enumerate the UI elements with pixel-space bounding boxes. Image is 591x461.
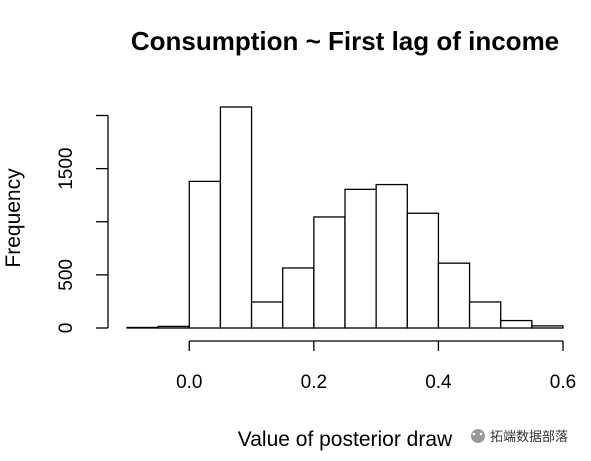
y-tick-label: 1500 <box>56 147 77 189</box>
histogram-bar <box>282 267 315 329</box>
histogram-bar <box>219 106 253 329</box>
x-tick-label: 0.6 <box>550 372 576 393</box>
y-axis-label: Frequency <box>2 168 25 268</box>
watermark-text: 拓端数据部落 <box>490 430 568 445</box>
x-axis: 0.0 0.2 0.4 0.6 <box>176 340 576 393</box>
bars-group <box>126 106 564 329</box>
chart-title: Consumption ~ First lag of income <box>131 26 559 56</box>
histogram-bar <box>344 188 377 329</box>
x-tick-label: 0.2 <box>301 372 327 393</box>
histogram-bar <box>250 301 284 329</box>
y-tick-label: 500 <box>56 259 77 291</box>
histogram-bar <box>313 216 346 329</box>
y-axis: 0 500 1500 <box>56 114 109 334</box>
histogram-bar <box>500 319 533 329</box>
histogram-bar <box>375 183 408 329</box>
watermark: 拓端数据部落 <box>471 429 568 445</box>
histogram-bar <box>468 301 502 329</box>
x-tick-label: 0.4 <box>425 372 452 393</box>
x-axis-label: Value of posterior draw <box>238 428 453 451</box>
histogram-bar <box>406 212 440 329</box>
wechat-icon <box>471 429 485 443</box>
histogram-bar <box>437 262 471 329</box>
histogram-bar <box>126 326 159 329</box>
x-tick-label: 0.0 <box>176 372 202 393</box>
histogram-bar <box>188 180 222 329</box>
y-tick-label: 0 <box>56 323 77 334</box>
histogram-bar <box>157 325 190 329</box>
histogram-bar <box>531 325 564 329</box>
